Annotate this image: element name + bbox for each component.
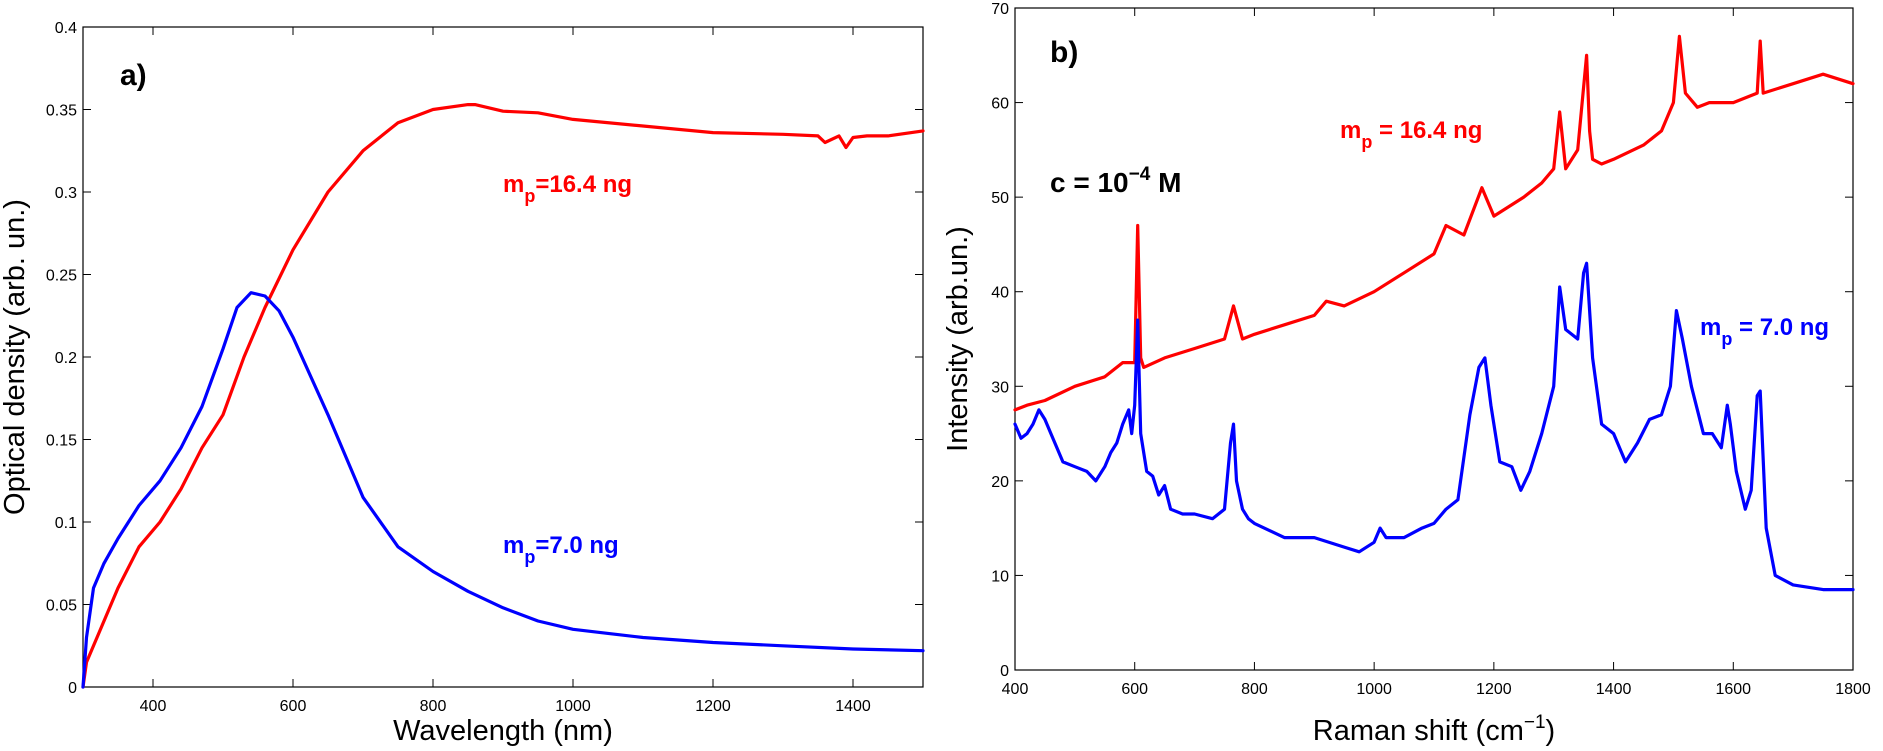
- panel-a-x-tick-label: 1400: [835, 698, 871, 715]
- panel-b-y-tick-label: 70: [991, 1, 1009, 18]
- panel-a-x-tick-label: 600: [280, 698, 307, 715]
- panel-a-y-tick-label: 0.4: [55, 20, 77, 37]
- panel-b-axis-ticks: 400 600 800 1000 1200 1400 1600 1800 0 10 20 30 40 50…: [991, 1, 1871, 698]
- panel-b-blue-series-line: [1013, 261, 1855, 592]
- panel-b-conc-base: c = 10: [1050, 167, 1129, 198]
- panel-b-blue-anno-sub: p: [1721, 329, 1732, 349]
- panel-a-x-tick-label: 800: [420, 698, 447, 715]
- panel-a-series: [81, 102, 925, 689]
- panel-a-blue-anno-sub: p: [524, 547, 535, 567]
- panel-a-y-tick-label: 0.2: [55, 350, 77, 367]
- panel-b-x-tick-label: 400: [1002, 681, 1029, 698]
- panel-a-x-tick-label: 1000: [555, 698, 591, 715]
- panel-a-y-tick-label: 0.15: [46, 433, 77, 450]
- panel-b-x-tick-label: 800: [1241, 681, 1268, 698]
- panel-b-red-series-annotation: mp = 16.4 ng: [1340, 117, 1482, 152]
- panel-b-blue-series-annotation: mp = 7.0 ng: [1700, 314, 1829, 349]
- panel-b-label: b): [1050, 36, 1078, 69]
- panel-b-red-series-line: [1013, 34, 1855, 412]
- panel-a-plot-frame: [82, 26, 924, 688]
- panel-b-y-tick-label: 10: [991, 568, 1009, 585]
- panel-a-x-tick-label: 400: [140, 698, 167, 715]
- panel-a-red-anno-rest: =16.4 ng: [535, 171, 632, 198]
- panel-b-x-tick-label: 1200: [1476, 681, 1512, 698]
- panel-b-blue-anno-base: m: [1700, 314, 1721, 341]
- panel-b-series: [1013, 34, 1855, 592]
- panel-a-blue-anno-rest: =7.0 ng: [535, 532, 618, 559]
- panel-a-red-series-line: [81, 102, 925, 689]
- panel-b-x-tick-label: 600: [1121, 681, 1148, 698]
- panel-a-y-tick-label: 0.3: [55, 185, 77, 202]
- panel-a-y-axis-title: Optical density (arb. un.): [0, 199, 31, 515]
- panel-a-y-tick-label: 0.25: [46, 268, 77, 285]
- panel-b-x-tick-label: 1000: [1356, 681, 1392, 698]
- panel-b-x-axis-title-main: Raman shift (cm: [1313, 715, 1524, 747]
- panel-b-red-anno-base: m: [1340, 117, 1361, 144]
- panel-b-conc-rest: M: [1150, 167, 1181, 198]
- panel-a-x-tick-label: 1200: [695, 698, 731, 715]
- panel-b-y-tick-label: 20: [991, 474, 1009, 491]
- panel-b-raman-chart: 400 600 800 1000 1200 1400 1600 1800 0 10 20 30 40 50…: [942, 1, 1871, 747]
- panel-b-x-axis-title: Raman shift (cm−1): [1313, 712, 1555, 747]
- panel-a-y-tick-label: 0.1: [55, 515, 77, 532]
- panel-a-blue-anno-base: m: [503, 532, 524, 559]
- panel-b-y-tick-label: 0: [1000, 663, 1009, 680]
- panel-b-red-anno-rest: = 16.4 ng: [1372, 117, 1482, 144]
- panel-b-x-tick-label: 1800: [1835, 681, 1871, 698]
- panel-b-y-tick-label: 30: [991, 379, 1009, 396]
- panel-a-blue-series-annotation: mp=7.0 ng: [503, 532, 619, 567]
- panel-b-y-tick-label: 40: [991, 285, 1009, 302]
- panel-b-blue-anno-rest: = 7.0 ng: [1732, 314, 1829, 341]
- panel-b-red-anno-sub: p: [1361, 132, 1372, 152]
- panel-a-y-tick-label: 0: [68, 680, 77, 697]
- panel-b-concentration-annotation: c = 10−4 M: [1050, 164, 1181, 198]
- panel-a-red-series-annotation: mp=16.4 ng: [503, 171, 632, 206]
- panel-b-conc-sup: −4: [1129, 164, 1151, 185]
- panel-a-y-tick-label: 0.35: [46, 103, 77, 120]
- panel-b-x-tick-label: 1600: [1715, 681, 1751, 698]
- panel-a-red-anno-sub: p: [524, 186, 535, 206]
- panel-a-blue-series-line: [81, 291, 925, 689]
- panel-a-optical-density-chart: 400 600 800 1000 1200 1400 0 0.05 0.1 0.15 0.2 0.25…: [0, 20, 925, 747]
- panel-b-x-axis-title-end: ): [1546, 715, 1556, 747]
- panel-b-x-axis-title-sup: −1: [1524, 712, 1546, 733]
- panel-b-x-tick-label: 1400: [1596, 681, 1632, 698]
- panel-a-x-axis-title: Wavelength (nm): [393, 715, 613, 747]
- panel-a-red-anno-base: m: [503, 171, 524, 198]
- panel-b-y-axis-title: Intensity (arb.un.): [942, 226, 974, 452]
- panel-b-y-tick-label: 50: [991, 190, 1009, 207]
- panel-a-y-tick-label: 0.05: [46, 598, 77, 615]
- panel-a-label: a): [120, 59, 147, 92]
- panel-b-plot-frame: [1014, 7, 1854, 671]
- panel-b-y-tick-label: 60: [991, 96, 1009, 113]
- panel-a-axis-ticks: 400 600 800 1000 1200 1400 0 0.05 0.1 0.15 0.2 0.25…: [46, 20, 923, 715]
